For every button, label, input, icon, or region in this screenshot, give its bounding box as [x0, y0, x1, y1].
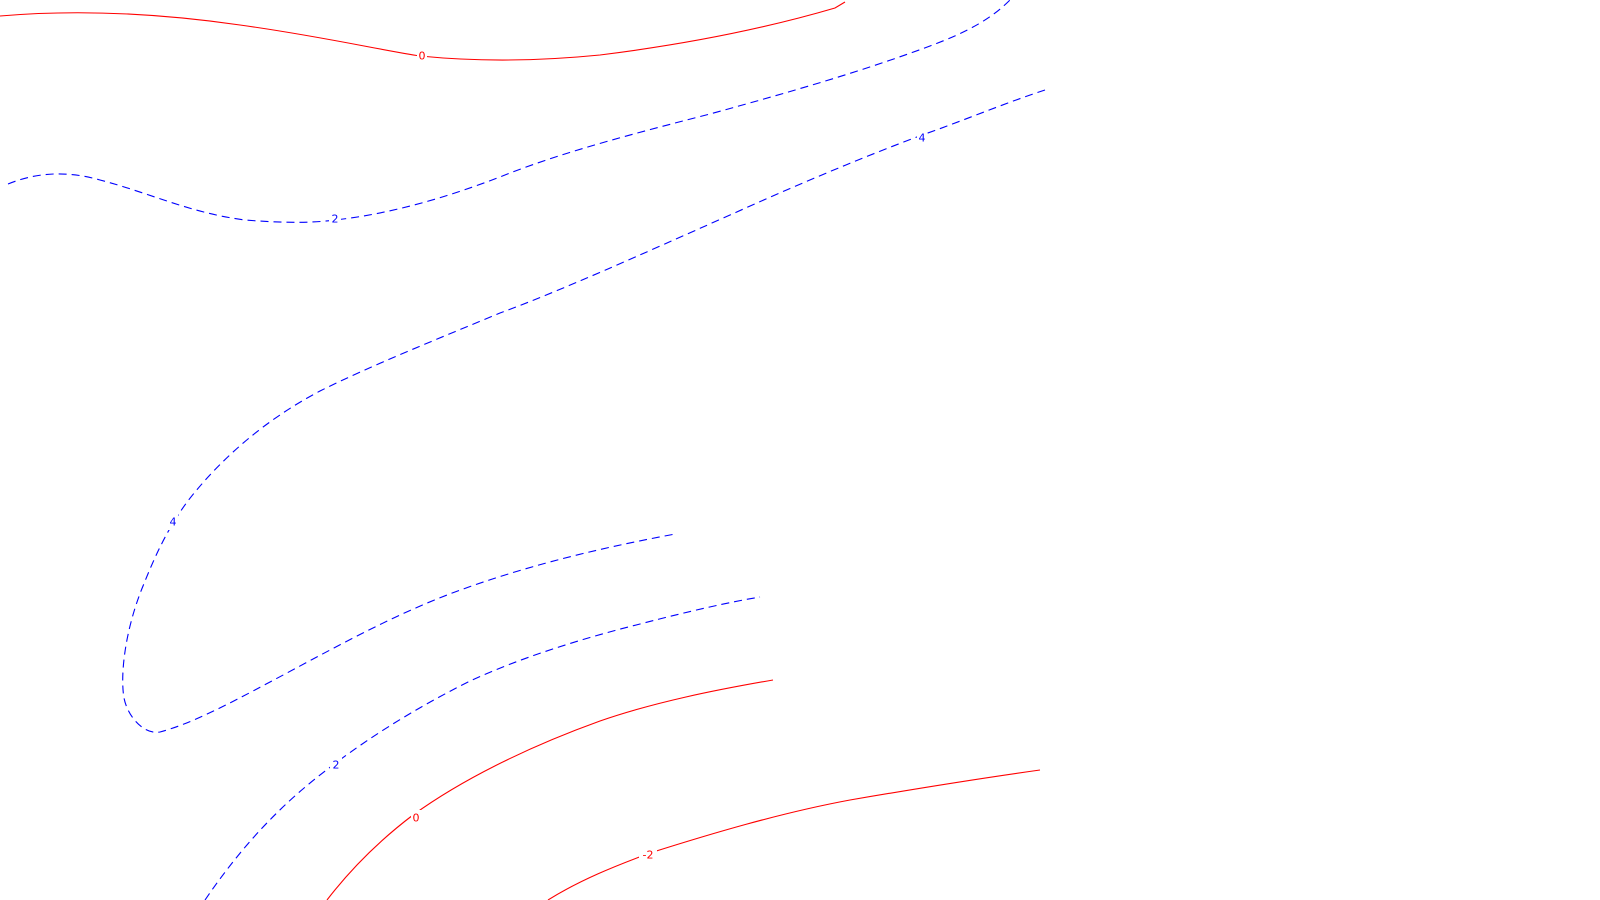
contour-line-neg2-bottom — [547, 769, 1041, 900]
contour-label-text-neg2-bottom: -2 — [643, 849, 654, 862]
contour-label-text-2-top: 2 — [332, 213, 339, 226]
contour-label-2-top: 2 — [329, 211, 341, 227]
contour-label-text-0-bottom: 0 — [413, 812, 420, 825]
contour-label-0-top: 0 — [417, 47, 427, 63]
contour-label-text-4-left: 4 — [170, 516, 177, 529]
contour-label-4-right: 4 — [917, 130, 927, 146]
contour-label-text-4-right: 4 — [919, 132, 926, 145]
contour-line-0-bottom — [326, 679, 774, 900]
contour-label-text-0-top: 0 — [419, 50, 426, 63]
contour-line-2-top — [7, 0, 1011, 223]
contour-label-2-bottom: 2 — [330, 757, 342, 773]
contour-label-text-2-bottom: 2 — [333, 759, 340, 772]
contour-line-2-bottom — [204, 596, 761, 900]
contour-label-neg2-bottom: -2 — [639, 847, 657, 863]
contour-label-4-left: 4 — [168, 514, 178, 530]
contour-label-0-bottom: 0 — [411, 810, 421, 826]
contour-labels: 0 2 4 4 2 0 -2 — [168, 47, 927, 863]
